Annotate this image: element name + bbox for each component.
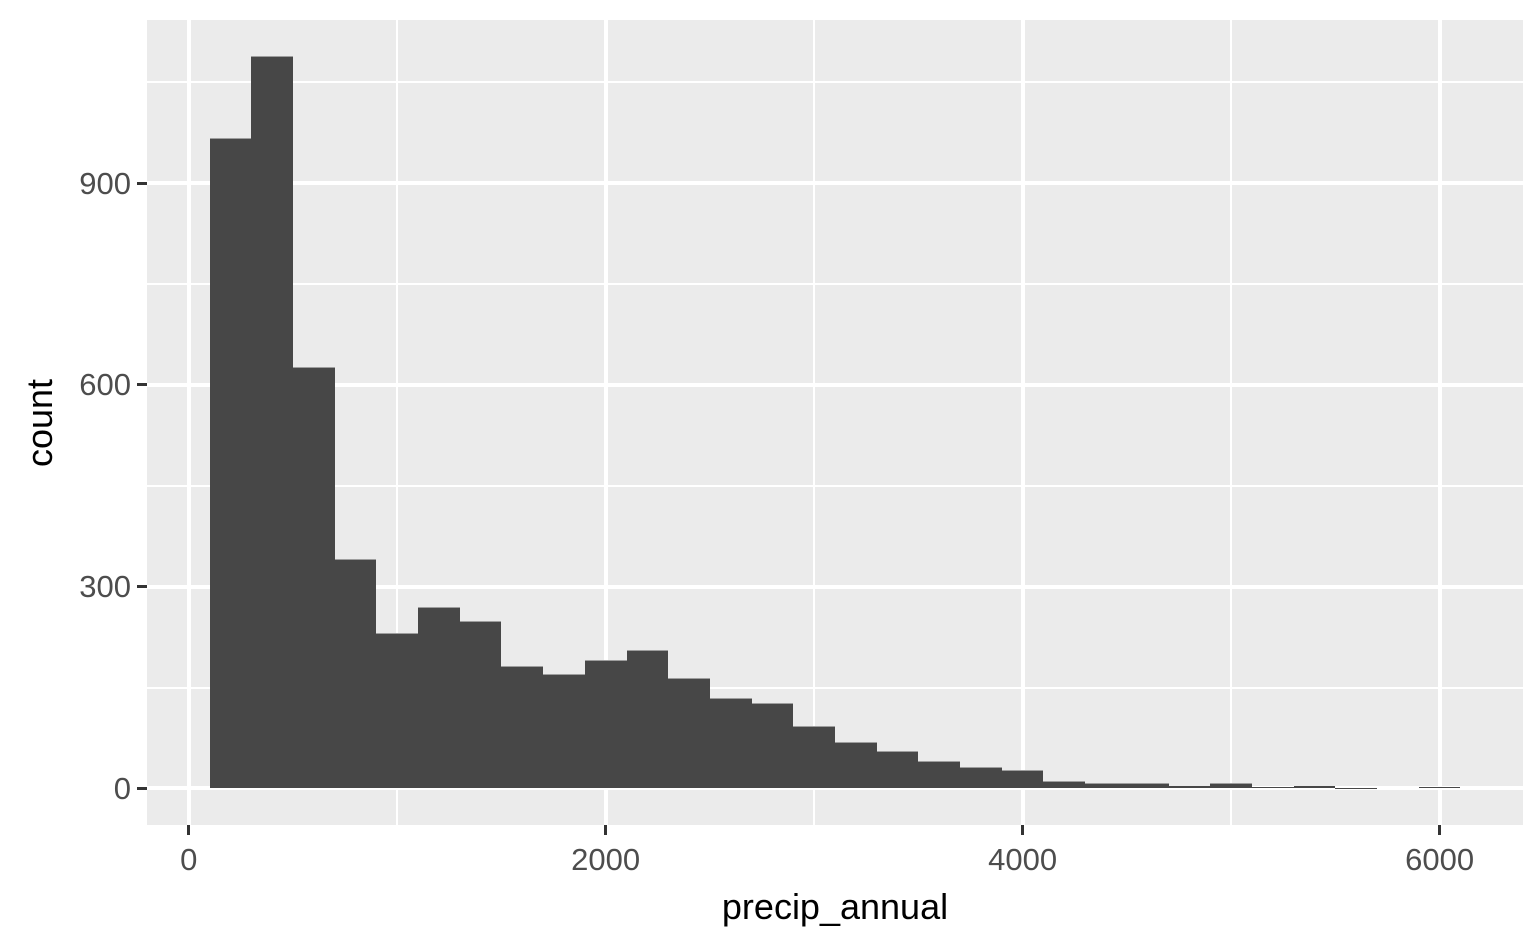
y-gridline [147, 584, 1523, 589]
x-tick-label: 0 [180, 842, 198, 877]
histogram-bar [543, 675, 585, 789]
x-tick-label: 6000 [1405, 842, 1475, 877]
histogram-bar [1001, 770, 1044, 789]
x-tick-mark [187, 825, 191, 835]
histogram-bar [876, 752, 919, 789]
histogram-bar [1043, 781, 1086, 789]
histogram-bar [334, 560, 377, 789]
x-gridline [1437, 20, 1442, 825]
histogram-bar [918, 762, 961, 789]
y-gridline [147, 786, 1523, 791]
histogram-bar [1126, 783, 1169, 789]
plot-panel [147, 20, 1523, 825]
histogram-bar [1251, 787, 1294, 789]
histogram-bar [418, 608, 460, 789]
histogram-bar [459, 621, 502, 789]
x-tick-mark [1438, 825, 1442, 835]
y-tick-mark [137, 181, 147, 185]
y-gridline [147, 382, 1523, 387]
y-gridline [147, 484, 1523, 487]
histogram-bar [1085, 783, 1127, 789]
histogram-bar [501, 667, 544, 789]
histogram-bar [1418, 787, 1461, 789]
histogram-bar [1293, 786, 1336, 789]
y-gridline [147, 81, 1523, 84]
y-tick-mark [137, 585, 147, 589]
y-tick-label: 0 [113, 770, 131, 806]
histogram-bar [835, 742, 877, 789]
histogram-bar [668, 678, 710, 789]
x-gridline [1020, 20, 1025, 825]
histogram-bar [292, 368, 335, 789]
histogram-bar [1210, 783, 1252, 789]
y-tick-mark [137, 786, 147, 790]
histogram-bar [960, 767, 1002, 789]
histogram-bar [209, 138, 252, 789]
histogram-bar [1335, 787, 1378, 789]
x-gridline [1230, 20, 1233, 825]
histogram-bar [251, 56, 293, 789]
x-tick-label: 2000 [571, 842, 641, 877]
x-tick-mark [1021, 825, 1025, 835]
histogram-bar [626, 650, 669, 789]
y-tick-label: 900 [79, 165, 131, 201]
histogram-bar [751, 704, 794, 789]
x-gridline [396, 20, 399, 825]
histogram-bar [709, 698, 752, 789]
x-tick-mark [604, 825, 608, 835]
y-tick-label: 300 [79, 569, 131, 605]
x-gridline [813, 20, 816, 825]
y-gridline [147, 181, 1523, 186]
x-gridline [603, 20, 608, 825]
y-gridline [147, 282, 1523, 285]
histogram-bar [793, 726, 835, 789]
histogram-bar [376, 633, 419, 789]
x-tick-label: 4000 [988, 842, 1058, 877]
histogram-bar [1168, 785, 1211, 789]
x-gridline [186, 20, 191, 825]
y-gridline [147, 686, 1523, 689]
y-tick-label: 600 [79, 367, 131, 403]
histogram-bar [584, 660, 627, 789]
x-axis-title: precip_annual [721, 886, 949, 927]
y-tick-mark [137, 383, 147, 387]
